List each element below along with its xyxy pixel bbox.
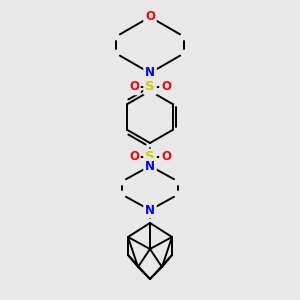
Text: O: O — [161, 80, 171, 94]
Text: S: S — [145, 80, 155, 94]
Text: S: S — [145, 151, 155, 164]
Text: O: O — [129, 151, 139, 164]
Text: N: N — [145, 160, 155, 172]
Text: O: O — [129, 80, 139, 94]
Text: O: O — [161, 151, 171, 164]
Text: O: O — [145, 11, 155, 23]
Text: N: N — [145, 67, 155, 80]
Text: N: N — [145, 203, 155, 217]
